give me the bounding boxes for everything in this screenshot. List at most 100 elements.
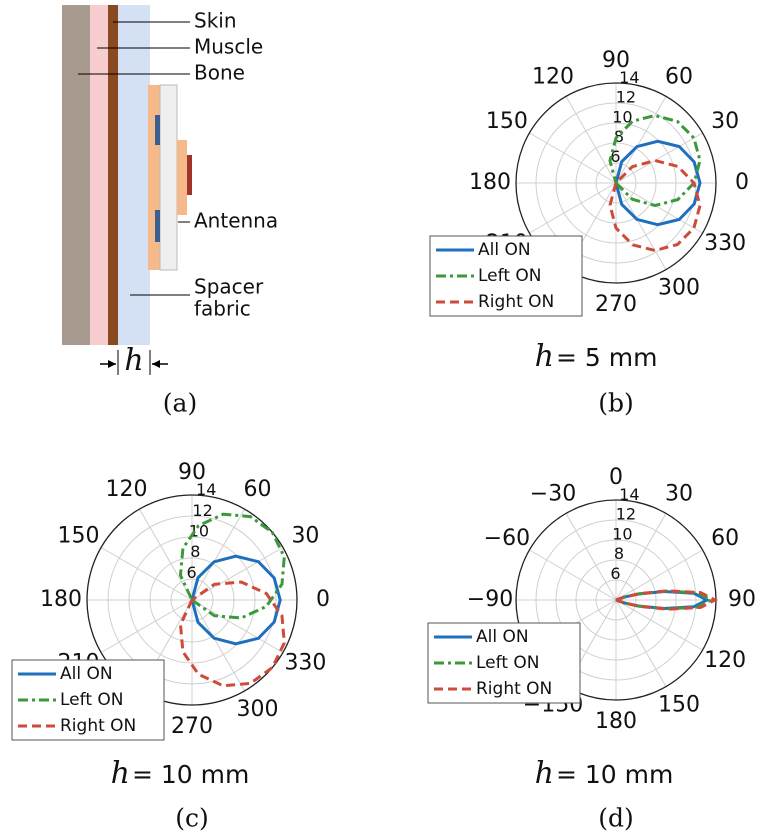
theta-tick-label: 30 (665, 481, 693, 506)
theta-grid-line (565, 513, 617, 601)
r-tick-label: 10 (189, 521, 209, 540)
r-grid-line (149, 557, 235, 643)
r-grid-line (535, 102, 697, 264)
theta-grid-line (615, 513, 667, 601)
polar-chart: 0306090120150180−150−120−90−60−306810121… (427, 465, 756, 833)
dimension-label: h (124, 343, 143, 378)
r-tick-label: 6 (187, 563, 197, 582)
caption-value: = 10 mm (556, 760, 673, 789)
antenna-slot (155, 115, 160, 145)
r-tick-label: 8 (190, 542, 200, 561)
r-tick-label: 8 (614, 544, 624, 563)
theta-grid-line (615, 599, 703, 651)
subfigure-label: (b) (598, 389, 634, 418)
series-line (178, 580, 286, 688)
r-grid-line (555, 122, 677, 244)
theta-tick-label: 270 (595, 292, 637, 317)
theta-tick-label: 90 (728, 587, 756, 612)
series-line (178, 512, 286, 620)
theta-grid-line (615, 549, 703, 601)
theta-tick-label: 120 (532, 64, 574, 89)
theta-grid-line (139, 508, 193, 601)
theta-tick-label: 270 (171, 714, 213, 739)
spacer-layer (118, 5, 150, 345)
legend-label: Right ON (476, 679, 552, 699)
r-grid-line (575, 559, 657, 641)
caption-variable: h (535, 339, 554, 374)
theta-tick-label: 60 (711, 526, 739, 551)
theta-grid-line (615, 132, 703, 184)
label-antenna: Antenna (194, 209, 278, 233)
r-tick-label: 6 (610, 147, 620, 166)
theta-tick-label: 90 (602, 48, 630, 73)
r-grid-line (595, 579, 637, 621)
legend-label: Right ON (60, 716, 136, 736)
series-line (615, 589, 719, 611)
subfigure-label: (c) (175, 804, 209, 833)
theta-grid-line (615, 96, 667, 184)
r-grid-line (595, 162, 637, 204)
theta-tick-label: 150 (658, 693, 700, 718)
series-line (608, 158, 702, 253)
theta-tick-label: 180 (469, 170, 511, 195)
caption-variable: h (535, 756, 554, 791)
theta-tick-label: 120 (106, 477, 148, 502)
r-tick-label: 6 (610, 564, 620, 583)
r-grid-line (555, 539, 677, 661)
legend-label: Left ON (60, 690, 123, 710)
theta-tick-label: 150 (486, 109, 528, 134)
theta-grid-line (191, 547, 284, 601)
theta-tick-label: 30 (711, 109, 739, 134)
polar-chart: 030609012015018021024027030033068101214A… (429, 48, 749, 418)
theta-tick-label: 30 (291, 524, 319, 549)
r-grid-line (515, 82, 717, 284)
theta-tick-label: 180 (595, 709, 637, 734)
label-skin: Skin (194, 9, 237, 33)
theta-tick-label: −30 (530, 481, 576, 506)
theta-tick-label: 120 (704, 648, 746, 673)
muscle-layer (90, 5, 108, 345)
legend-label: All ON (478, 240, 531, 260)
theta-tick-label: −90 (467, 587, 513, 612)
theta-tick-label: 150 (58, 524, 100, 549)
legend-label: Left ON (478, 266, 541, 286)
theta-tick-label: 330 (284, 651, 326, 676)
legend-label: Left ON (476, 653, 539, 673)
bone-layer (62, 5, 90, 345)
polar-chart: 030609012015018021024027030033068101214A… (11, 460, 330, 833)
r-tick-label: 12 (192, 501, 212, 520)
r-tick-label: 12 (616, 505, 636, 524)
caption-value: = 5 mm (556, 343, 657, 372)
r-grid-line (86, 494, 298, 706)
series-line (190, 554, 282, 646)
legend-label: Right ON (478, 292, 554, 312)
r-grid-line (170, 578, 214, 622)
label-spacer: Spacer (194, 275, 264, 299)
theta-tick-label: 60 (244, 477, 272, 502)
r-tick-label: 14 (619, 485, 639, 504)
r-tick-label: 14 (619, 68, 639, 87)
theta-grid-line (529, 132, 617, 184)
theta-tick-label: 90 (178, 460, 206, 485)
antenna-top (177, 140, 187, 215)
theta-grid-line (100, 547, 193, 601)
caption-variable: h (111, 756, 130, 791)
r-tick-label: 14 (196, 480, 216, 499)
theta-tick-label: 180 (40, 587, 82, 612)
legend-label: All ON (476, 627, 529, 647)
caption-value: = 10 mm (132, 760, 249, 789)
theta-grid-line (529, 182, 617, 234)
theta-grid-line (615, 182, 703, 234)
r-tick-label: 10 (612, 107, 632, 126)
skin-layer (108, 5, 118, 345)
antenna-patch (187, 155, 192, 195)
r-grid-line (107, 515, 277, 685)
series-line (614, 139, 702, 227)
theta-tick-label: 300 (658, 276, 700, 301)
theta-tick-label: −60 (484, 526, 530, 551)
theta-tick-label: 0 (316, 587, 330, 612)
layer-diagram: Skin Muscle Bone Antenna Spacer fabric h… (62, 5, 278, 418)
label-muscle: Muscle (194, 35, 263, 59)
antenna-slot (155, 210, 160, 242)
